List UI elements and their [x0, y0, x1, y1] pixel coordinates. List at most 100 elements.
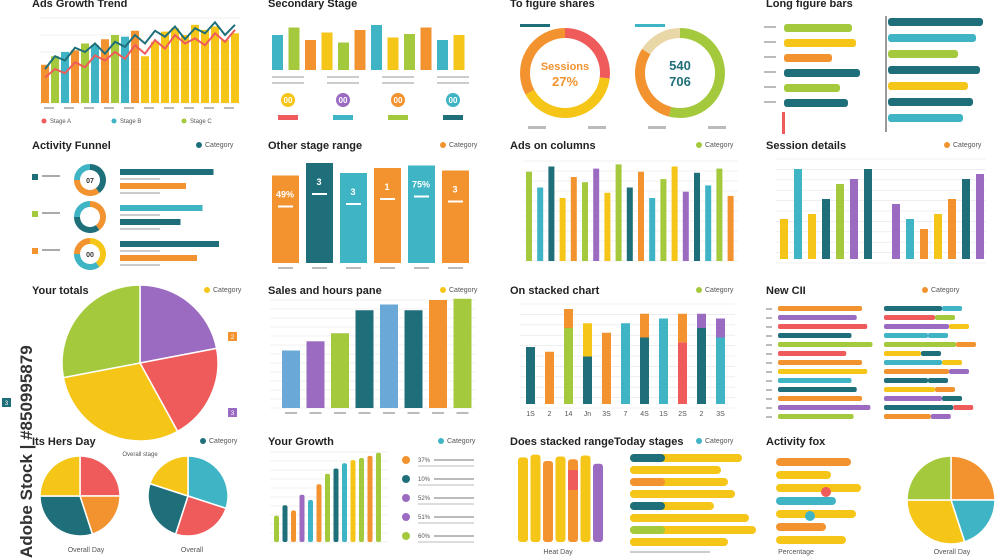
p6-chart: 49% 3 3 1 75% 3: [272, 163, 469, 269]
p12-bar-left: [778, 396, 862, 401]
p15-title: Does stacked range: [510, 436, 614, 448]
p13-right-slice: [174, 495, 227, 537]
p12-bar-right-stack: [930, 414, 951, 419]
p3-right-arc: [668, 28, 725, 118]
p15-bar: [543, 461, 553, 542]
p12-bar-right-stack: [928, 378, 948, 383]
p8-bar: [780, 219, 788, 259]
p6-card-line: [278, 205, 293, 208]
p9-slice: [139, 284, 218, 364]
p12-label: [766, 353, 772, 355]
p17-bar: [776, 497, 836, 505]
p2-chip: [333, 115, 353, 120]
p15-chart: Heat Day: [518, 454, 603, 556]
p1-tick: [104, 107, 114, 109]
p12-bar-right-stack: [928, 333, 948, 338]
p4-left-label: [764, 101, 776, 103]
p11-bar: [659, 318, 668, 404]
p9-marker: [228, 408, 237, 417]
p1-legend-dot: [41, 118, 47, 124]
p12-bar-left: [778, 405, 871, 410]
p11-bar: [697, 328, 706, 404]
p12-bar-right-stack: [942, 360, 962, 365]
p17-bar: [776, 523, 826, 531]
p8-bar: [976, 174, 984, 259]
p6-card-value: 1: [384, 182, 389, 192]
p14-item-dot: [402, 475, 410, 483]
p5-legend: Category: [196, 142, 233, 149]
p9-slice: [138, 347, 219, 433]
p8-bar: [850, 179, 858, 259]
p14-item-line: [434, 535, 474, 537]
p12-title: New CII: [766, 285, 806, 297]
p5-bar-label: [120, 250, 160, 252]
p16-bar-head: [630, 526, 665, 534]
p5-bar: [120, 255, 197, 261]
p1-tick: [164, 107, 174, 109]
p17-dot: [805, 511, 815, 521]
p5-donut-arc: [74, 216, 100, 233]
p11-title: On stacked chart: [510, 285, 600, 297]
p11-xtick: 3S: [602, 411, 611, 418]
p7-chart: [524, 160, 738, 262]
p5-bar-label: [120, 178, 160, 180]
p1-bar: [41, 64, 49, 103]
p1-bar: [141, 56, 149, 103]
p7-bar: [660, 179, 667, 261]
p14-bar: [299, 494, 305, 542]
p2-title: Secondary Stage: [268, 0, 358, 10]
p14-item-dot: [402, 494, 410, 502]
p17-bar: [776, 536, 846, 544]
p2-bar: [420, 27, 432, 70]
p8-bar: [948, 199, 956, 259]
p10-bar: [306, 341, 325, 408]
p2-badge-text: 00: [449, 96, 458, 105]
p6-card: [374, 168, 401, 263]
p1-bar: [191, 24, 199, 103]
p17-pie-slice: [906, 455, 952, 501]
p2-badge: [281, 93, 295, 107]
p4-right-axis: [885, 16, 887, 132]
p5-donut-arc: [74, 253, 100, 270]
p1-legend-label: Stage C: [190, 119, 212, 125]
p12-label: [766, 371, 772, 373]
p5-bar: [120, 169, 214, 175]
p12-label: [766, 380, 772, 382]
p5-marker: [32, 248, 38, 254]
p17-dot: [821, 487, 831, 497]
p12-bar-right: [884, 342, 956, 347]
p17-cap-left: Percentage: [778, 549, 814, 556]
p1-bar: [161, 31, 169, 104]
p5-donut-arc: [74, 238, 91, 255]
p2-bar: [272, 35, 283, 70]
p2-chip: [278, 115, 298, 120]
p4-left-bar: [784, 99, 848, 107]
p10-tick: [456, 412, 469, 414]
p1-series-line: [44, 29, 236, 79]
p3-left-arc: [525, 77, 610, 118]
p15-bar: [593, 463, 603, 542]
p14-item-dot: [402, 532, 410, 540]
p6-card-line: [448, 200, 463, 203]
p17-title: Activity fox: [766, 436, 826, 448]
p2-bar: [305, 40, 316, 70]
p4-right-bar: [888, 82, 968, 90]
p12-label: [766, 308, 772, 310]
p12-bar-left: [778, 315, 857, 320]
p12-label: [766, 362, 772, 364]
p11-xtick: 1S: [659, 411, 668, 418]
p5-bar: [120, 183, 186, 189]
p4-right-bar: [888, 98, 973, 106]
p12-bar-right: [884, 414, 931, 419]
p12-bar-left: [778, 324, 868, 329]
p6-tick: [380, 267, 395, 269]
p7-title: Ads on columns: [510, 140, 596, 152]
p16-bar-head: [630, 502, 665, 510]
p12-bar-right-stack: [953, 405, 974, 410]
p12-bar-right: [884, 369, 949, 374]
p4-right-bar: [888, 34, 976, 42]
p1-bar: [131, 30, 139, 103]
p9-legend: Category: [204, 287, 241, 294]
p11-xtick: 14: [565, 411, 573, 418]
p2-bar: [404, 34, 415, 70]
